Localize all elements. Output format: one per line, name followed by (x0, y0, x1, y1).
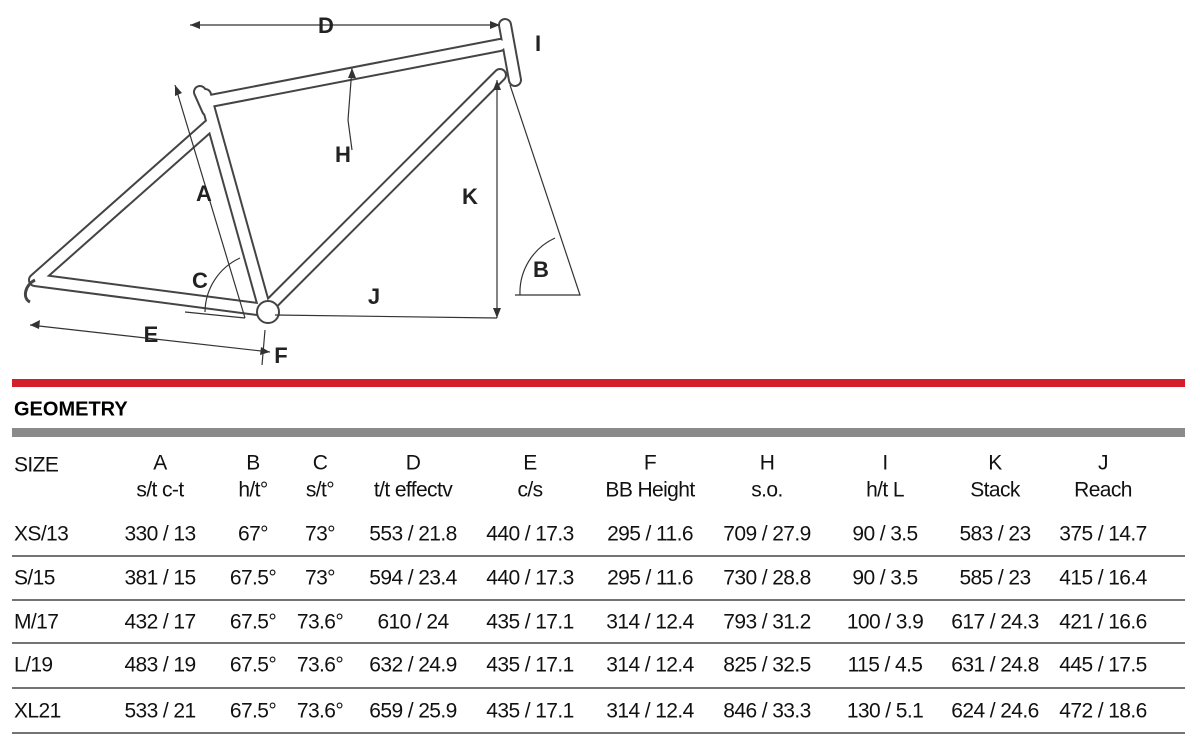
cell: 793 / 31.2 (723, 611, 810, 634)
geometry-table: SIZE As/t c-t Bh/t° Cs/t° Dt/t effectv Ec/s FB… (12, 452, 1185, 734)
cell: 435 / 17.1 (486, 654, 573, 677)
cell: M/17 (14, 611, 58, 634)
cell: 314 / 12.4 (606, 611, 694, 634)
column-letter: K (988, 452, 1002, 475)
cell: 440 / 17.3 (486, 523, 573, 546)
dim-label: K (462, 184, 478, 209)
column-letter: E (523, 452, 537, 475)
cell: 295 / 11.6 (607, 567, 693, 590)
cell: 90 / 3.5 (852, 523, 917, 546)
cell: 73° (305, 523, 335, 546)
cell: 730 / 28.8 (723, 567, 810, 590)
dim-label: E (144, 322, 159, 347)
cell: 67.5° (230, 567, 276, 590)
column-name: s/t° (306, 479, 334, 502)
column-letter: I (882, 452, 887, 475)
cell: 67.5° (230, 654, 276, 677)
cell: 617 / 24.3 (951, 611, 1038, 634)
cell: 533 / 21 (124, 700, 195, 723)
column-letter: C (313, 452, 328, 475)
cell: 483 / 19 (124, 654, 195, 677)
cell: 472 / 18.6 (1059, 700, 1146, 723)
cell: 67° (238, 523, 268, 546)
column-name: Stack (970, 479, 1021, 502)
cell: 594 / 23.4 (369, 567, 457, 590)
cell: 295 / 11.6 (607, 523, 693, 546)
red-rule (12, 379, 1185, 387)
dim-label: J (368, 284, 380, 309)
cell: 130 / 5.1 (847, 700, 923, 723)
cell: 330 / 13 (124, 523, 195, 546)
dim-label: A (196, 181, 212, 206)
cell: XL21 (14, 700, 61, 723)
column-name: h/t° (238, 479, 268, 502)
cell: 583 / 23 (959, 523, 1030, 546)
cell: 73.6° (297, 611, 343, 634)
cell: 314 / 12.4 (606, 654, 694, 677)
dim-label: I (535, 31, 541, 56)
column-letter: B (246, 452, 259, 475)
cell: 90 / 3.5 (852, 567, 917, 590)
cell: 100 / 3.9 (847, 611, 923, 634)
cell: 709 / 27.9 (723, 523, 810, 546)
cell: XS/13 (14, 523, 68, 546)
column-name: c/s (517, 479, 542, 502)
cell: 67.5° (230, 611, 276, 634)
section-title: GEOMETRY (14, 398, 128, 420)
cell: 846 / 33.3 (723, 700, 810, 723)
cell: 610 / 24 (377, 611, 449, 634)
cell: 624 / 24.6 (951, 700, 1038, 723)
dim-label: B (533, 257, 549, 282)
cell: 585 / 23 (959, 567, 1030, 590)
cell: 115 / 4.5 (848, 654, 923, 677)
cell: 381 / 15 (124, 567, 195, 590)
cell: 632 / 24.9 (369, 654, 456, 677)
column-name: t/t effectv (374, 479, 453, 502)
cell: 825 / 32.5 (723, 654, 810, 677)
gray-rule (12, 428, 1185, 437)
column-letter: H (760, 452, 775, 475)
dim-label: F (274, 343, 287, 368)
dim-label: H (335, 142, 351, 167)
cell: L/19 (14, 654, 52, 677)
cell: 631 / 24.8 (951, 654, 1038, 677)
cell: 73.6° (297, 700, 343, 723)
cell: 375 / 14.7 (1059, 523, 1146, 546)
cell: 553 / 21.8 (369, 523, 456, 546)
cell: 445 / 17.5 (1059, 654, 1146, 677)
cell: 435 / 17.1 (486, 611, 573, 634)
cell: 421 / 16.6 (1059, 611, 1146, 634)
cell: 73° (305, 567, 335, 590)
cell: 435 / 17.1 (486, 700, 573, 723)
column-letter: D (406, 452, 421, 475)
column-name: s/t c-t (136, 479, 184, 502)
column-letter: A (153, 452, 167, 475)
cell: 67.5° (230, 700, 276, 723)
column-letter: J (1098, 452, 1108, 475)
column-letter: F (644, 452, 656, 475)
dim-label: D (318, 13, 334, 38)
cell: 314 / 12.4 (606, 700, 694, 723)
dim-label: C (192, 268, 208, 293)
column-name: h/t L (866, 479, 904, 502)
cell: 659 / 25.9 (369, 700, 456, 723)
frame-diagram: D I H A K C B J E F (23, 13, 581, 368)
column-letter: SIZE (14, 454, 59, 477)
cell: 73.6° (297, 654, 343, 677)
cell: 432 / 17 (124, 611, 195, 634)
cell: 440 / 17.3 (486, 567, 573, 590)
column-name: Reach (1074, 479, 1132, 502)
column-name: BB Height (605, 479, 695, 502)
cell: S/15 (14, 567, 55, 590)
cell: 415 / 16.4 (1059, 567, 1147, 590)
column-name: s.o. (751, 479, 782, 502)
